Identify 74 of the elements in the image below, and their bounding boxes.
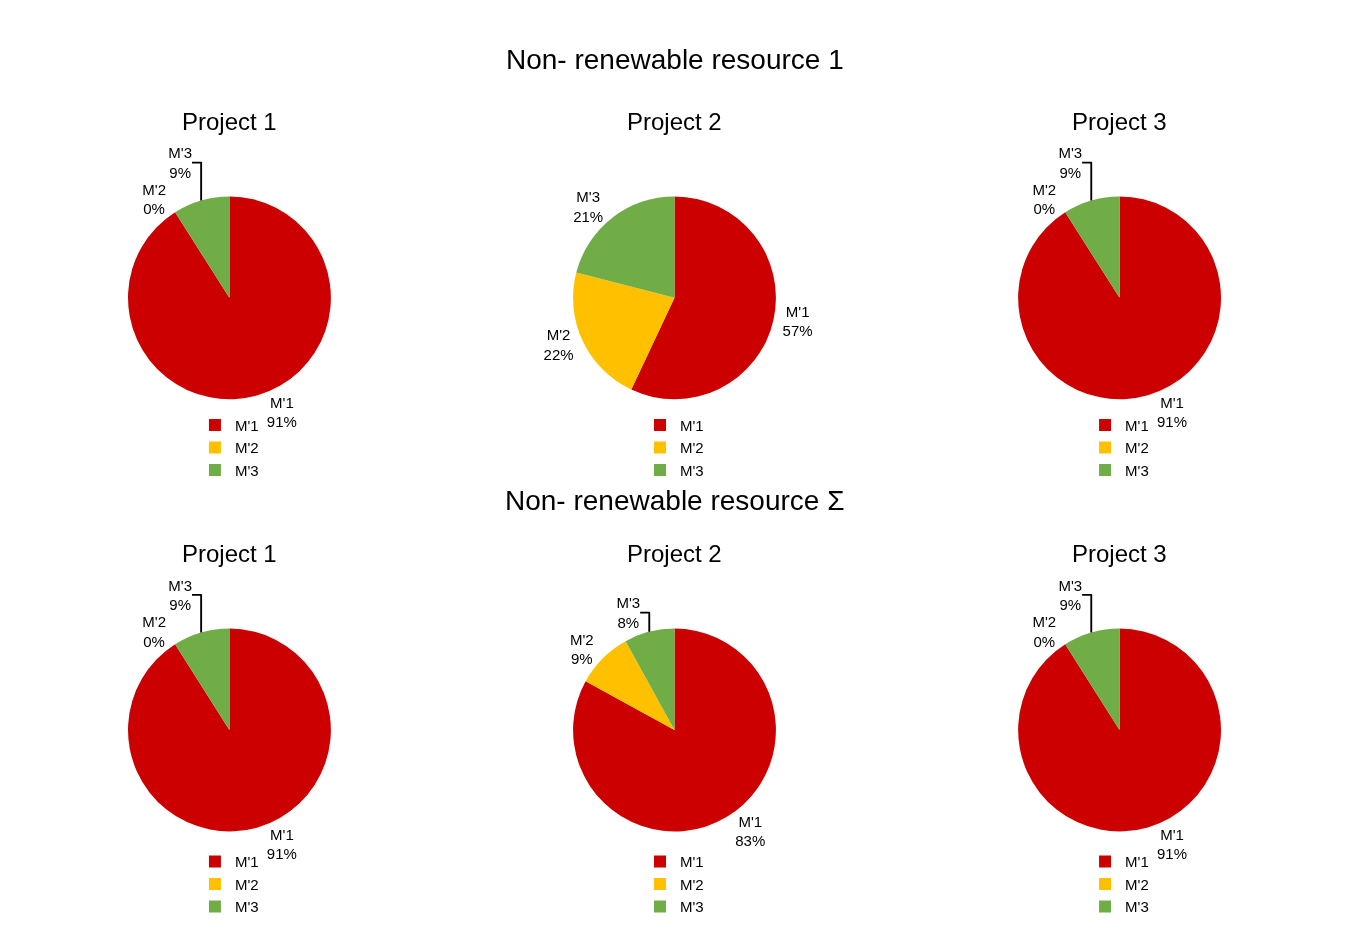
pie-slice bbox=[631, 196, 776, 400]
legend-label: M'2 bbox=[1125, 439, 1149, 457]
pie-slice bbox=[128, 196, 331, 400]
pie-slice bbox=[1065, 196, 1120, 298]
pie-slice bbox=[573, 628, 776, 832]
category-label: M'2 bbox=[142, 180, 166, 198]
legend-label: M'3 bbox=[234, 898, 259, 916]
legend-label: M'2 bbox=[680, 875, 704, 893]
pie-slice bbox=[175, 628, 230, 731]
legend-label: M'1 bbox=[1125, 853, 1149, 871]
pie-slice bbox=[128, 628, 331, 832]
legend-label: M'3 bbox=[680, 461, 704, 479]
pie-slice bbox=[175, 196, 230, 298]
legend-label: M'2 bbox=[680, 439, 704, 457]
slice-label: M'3 bbox=[1058, 576, 1083, 594]
legend-label: M'3 bbox=[680, 898, 704, 916]
data-label: 91% bbox=[266, 845, 297, 863]
text: 0% bbox=[1033, 632, 1056, 650]
slice-label: M'1 bbox=[785, 302, 810, 320]
text: 0% bbox=[143, 632, 165, 650]
slice-label: M'1 bbox=[1160, 393, 1184, 411]
slice-label: M'3 bbox=[1058, 144, 1083, 162]
category-label: M'2 bbox=[1032, 180, 1057, 198]
chart-title: Project 3 bbox=[1072, 108, 1167, 135]
legend-label: M'3 bbox=[1125, 898, 1149, 916]
legend-label: M'1 bbox=[234, 853, 259, 871]
legend-label: M'2 bbox=[234, 875, 259, 893]
category-label: M'2 bbox=[142, 613, 166, 631]
slice-label: M'3 bbox=[168, 576, 193, 594]
legend-label: M'3 bbox=[1125, 461, 1149, 479]
slice-label: M'3 bbox=[168, 144, 193, 162]
slice-label: M'1 bbox=[738, 812, 763, 830]
data-label: 83% bbox=[735, 832, 766, 850]
chart-title: Project 1 bbox=[182, 108, 277, 135]
slice-label: M'2 bbox=[546, 326, 571, 344]
chart-title: Project 2 bbox=[627, 540, 722, 567]
slice-label: M'1 bbox=[270, 825, 294, 843]
pie-slice bbox=[573, 272, 675, 390]
data-label: 21% bbox=[573, 207, 604, 225]
slice-label: M'3 bbox=[616, 594, 641, 612]
text: 0% bbox=[143, 200, 165, 218]
data-label: 9% bbox=[169, 163, 192, 181]
data-label: 22% bbox=[543, 345, 574, 363]
pie-slice bbox=[1018, 196, 1221, 400]
data-label: 9% bbox=[169, 596, 192, 614]
data-label: 91% bbox=[1156, 845, 1188, 863]
data-label: 8% bbox=[617, 613, 640, 631]
legend-label: M'3 bbox=[234, 461, 259, 479]
slice-label: M'1 bbox=[1160, 825, 1184, 843]
pie-slice bbox=[625, 628, 675, 731]
slice-label: M'3 bbox=[576, 188, 601, 206]
legend-label: M'2 bbox=[234, 439, 259, 457]
legend-label: M'1 bbox=[1125, 416, 1149, 434]
legend-label: M'2 bbox=[1125, 875, 1149, 893]
text: Non- renewable resource 1 bbox=[506, 44, 844, 75]
chart-title: Project 1 bbox=[182, 540, 277, 567]
legend-label: M'1 bbox=[680, 853, 704, 871]
slice-label: M'2 bbox=[569, 630, 594, 648]
category-label: M'2 bbox=[1032, 613, 1057, 631]
pie-slice bbox=[1018, 628, 1221, 832]
legend-label: M'1 bbox=[234, 416, 259, 434]
slice-label: M'1 bbox=[270, 393, 294, 411]
pie-slice bbox=[1065, 628, 1120, 731]
data-label: 57% bbox=[782, 322, 813, 340]
data-label: 9% bbox=[1059, 163, 1082, 181]
data-label: 91% bbox=[266, 413, 297, 431]
legend-label: M'1 bbox=[680, 416, 704, 434]
text: Non- renewable resource Σ bbox=[505, 485, 845, 516]
chart-title: Project 3 bbox=[1072, 540, 1167, 567]
data-label: 9% bbox=[570, 650, 593, 668]
data-label: 9% bbox=[1059, 596, 1082, 614]
chart-title: Project 2 bbox=[627, 108, 722, 135]
text: 0% bbox=[1033, 200, 1056, 218]
data-label: 91% bbox=[1156, 413, 1188, 431]
